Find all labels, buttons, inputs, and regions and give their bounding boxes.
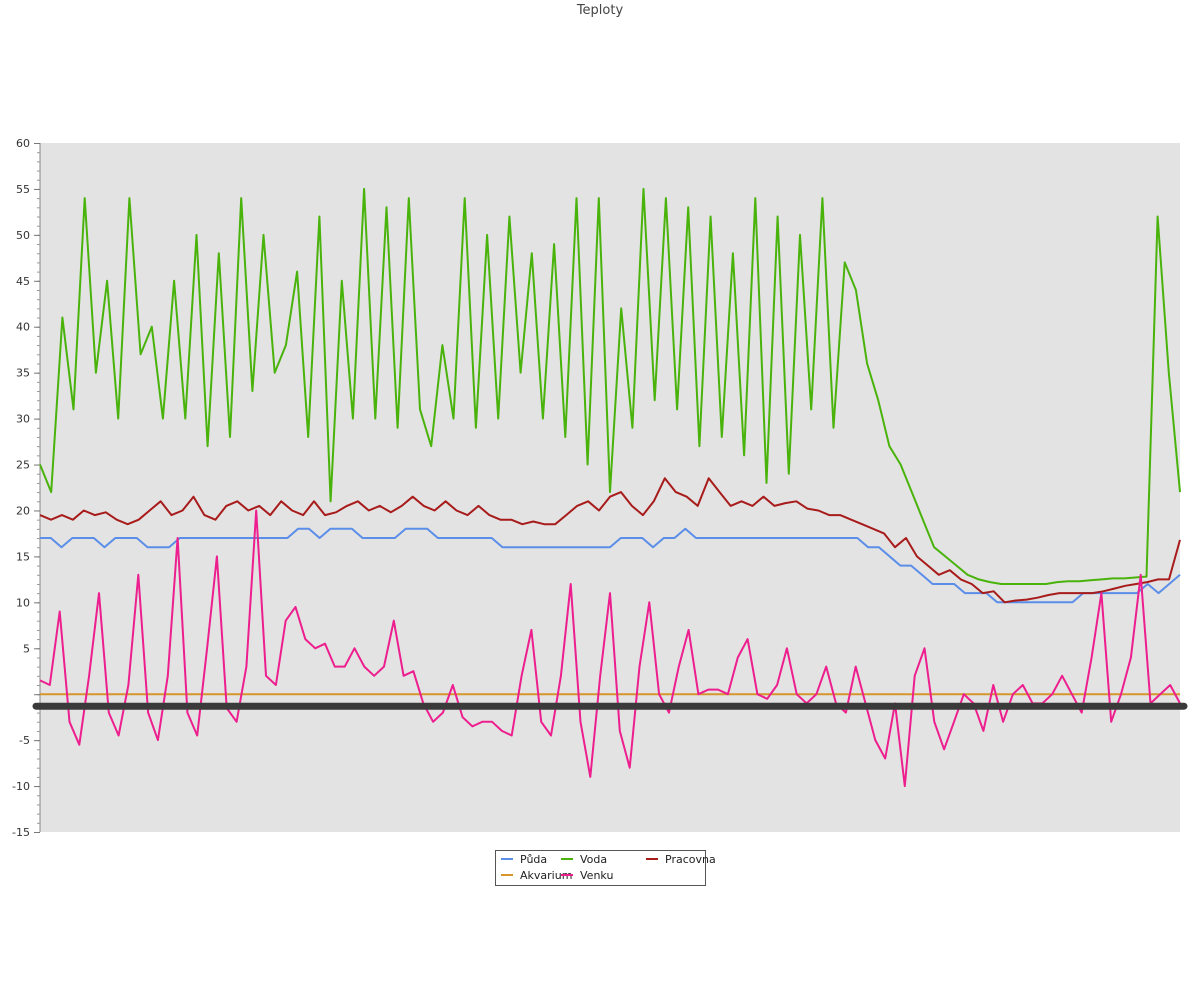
y-axis: -15 -10 -5 5 10 15 20 25 30 35 40 45 50 55 60: [12, 137, 41, 839]
legend: Půda Voda Pracovna Akvarium Venku: [495, 850, 716, 886]
series-group: [39, 187, 1181, 788]
y-tick-label: -10: [12, 780, 30, 793]
legend-item-venku: Venku: [561, 869, 613, 883]
legend-label: Pracovna: [665, 853, 716, 866]
y-tick-label: 45: [16, 275, 30, 288]
y-tick-label: 40: [16, 321, 30, 334]
y-tick-label: 10: [16, 596, 30, 609]
legend-label: Akvarium: [520, 869, 573, 882]
legend-swatch: [561, 858, 573, 860]
y-tick-label: 30: [16, 413, 30, 426]
legend-item-půda: Půda: [501, 853, 547, 867]
legend-swatch: [646, 858, 658, 860]
y-tick-label: 15: [16, 550, 30, 563]
legend-label: Venku: [580, 869, 614, 882]
y-tick-label: 55: [16, 183, 30, 196]
legend-swatch: [501, 858, 513, 860]
legend-label: Voda: [580, 853, 608, 866]
y-tick-label: 5: [23, 642, 30, 655]
y-tick-label: 35: [16, 367, 30, 380]
y-tick-label: 50: [16, 229, 30, 242]
y-tick-label: 60: [16, 137, 30, 150]
legend-swatch: [561, 874, 573, 876]
legend-swatch: [501, 874, 513, 876]
series-line-venku: [39, 509, 1181, 788]
legend-item-voda: Voda: [561, 853, 607, 867]
series-line-pracovna: [39, 477, 1181, 604]
series-line-voda: [39, 187, 1181, 585]
legend-item-akvarium: Akvarium: [501, 869, 572, 883]
y-tick-label: 20: [16, 504, 30, 517]
legend-item-pracovna: Pracovna: [646, 853, 716, 867]
y-tick-label: 25: [16, 459, 30, 472]
y-tick-label: -15: [12, 826, 30, 839]
chart-title: Teploty: [576, 3, 624, 18]
legend-label: Půda: [520, 853, 548, 866]
y-tick-label: -5: [19, 734, 30, 747]
series-line-půda: [40, 527, 1181, 604]
